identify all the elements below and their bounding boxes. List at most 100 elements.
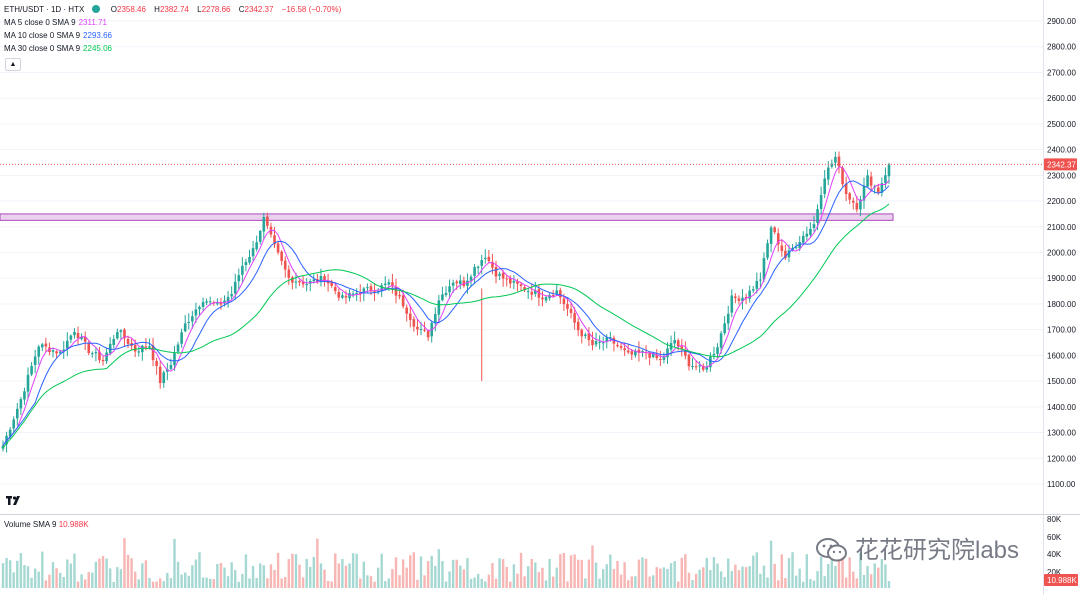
candle-body [433,314,437,324]
symbol-title[interactable]: ETH/USDT · 1D · HTX [4,5,85,14]
volume-bar [451,559,455,588]
candle-body [509,278,512,284]
candle-body [544,297,548,301]
volume-legend[interactable]: Volume SMA 9 10.988K [4,520,89,529]
candle-body [594,341,598,345]
volume-bar [455,559,458,588]
price-tick-label: 1500.00 [1047,377,1076,386]
volume-bar [98,558,101,588]
candle-body [444,292,448,296]
volume-bar [341,558,344,588]
candle-body [201,302,205,307]
volume-bar [391,569,394,588]
volume-bar [273,569,276,588]
candle-body [662,356,666,360]
volume-bar [169,578,173,588]
volume-bar [301,577,305,588]
candle-body [183,323,187,332]
volume-bar [280,578,283,588]
volume-bar [873,563,876,588]
ma5-legend[interactable]: MA 5 close 0 SMA 9 2311.71 [4,18,107,27]
volume-bar [641,557,644,588]
price-tick-label: 1900.00 [1047,274,1076,283]
price-tick-label: 1600.00 [1047,351,1076,360]
candle-body [866,175,869,187]
volume-bar [305,558,308,588]
candle-body [516,281,519,284]
volume-legend-value: 10.988K [58,520,89,529]
candle-body [69,335,73,340]
volume-bar [180,574,183,588]
volume-bar [330,581,333,588]
volume-bar [827,563,830,588]
volume-bar [241,574,244,588]
volume-bar [698,569,701,588]
candle-body [12,419,16,429]
volume-bar [205,577,208,588]
volume-bar [12,572,15,588]
candle-body [223,300,226,304]
candle-body [333,287,337,291]
candle-body [573,313,576,323]
candle-body [666,348,669,358]
volume-bar [480,578,483,588]
price-tick-label: 2400.00 [1047,146,1076,155]
price-tick-label: 2600.00 [1047,94,1076,103]
price-tick-label: 1800.00 [1047,300,1076,309]
candle-body [155,360,158,367]
volume-bar [116,567,119,588]
candle-body [494,266,498,277]
volume-bar [809,579,812,588]
volume-bars [1,538,891,588]
price-tick-label: 2700.00 [1047,68,1076,77]
volume-bar [523,576,526,588]
candle-body [66,340,69,349]
watermark-text: 花花研究院labs [855,537,1020,564]
candle-body [55,351,58,354]
candle-body [76,332,80,339]
volume-bar [648,576,651,588]
volume-bar [51,562,55,588]
candle-body [569,309,573,314]
candle-body [855,202,859,210]
candle-body [551,295,555,297]
price-tick-label: 2100.00 [1047,223,1076,232]
volume-bar [616,560,619,588]
volume-bar [33,568,37,588]
volume-bar [819,557,823,588]
candle-body [801,235,805,243]
candle-body [94,352,98,354]
candle-body [241,265,244,275]
candle-body [812,224,816,229]
candle-body [248,256,251,263]
ma10-legend[interactable]: MA 10 close 0 SMA 9 2293.66 [4,31,112,40]
candle-body [869,176,873,186]
candle-body [473,267,476,276]
volume-bar [148,577,151,588]
collapse-legend-button[interactable]: ▲ [5,58,21,71]
candle-body [369,286,373,292]
volume-bar [573,554,576,588]
volume-bar [748,566,751,588]
volume-bar [526,566,530,588]
candle-body [244,261,248,266]
change-value: −16.58 (−0.70%) [281,5,342,14]
volume-bar [334,553,337,588]
volume-bar [530,559,533,588]
volume-bar [141,563,144,588]
candle-body [505,278,509,280]
price-tick-label: 1300.00 [1047,429,1076,438]
volume-bar [816,571,819,588]
volume-bar [62,576,65,588]
ma30-legend[interactable]: MA 30 close 0 SMA 9 2245.06 [4,44,112,53]
volume-bar [108,568,112,588]
candle-body [555,290,559,295]
candle-body [630,351,634,355]
volume-bar [591,545,594,588]
candle-body [526,291,530,293]
candle-body [451,282,455,286]
volume-bar [262,565,265,588]
volume-bar [466,557,469,588]
